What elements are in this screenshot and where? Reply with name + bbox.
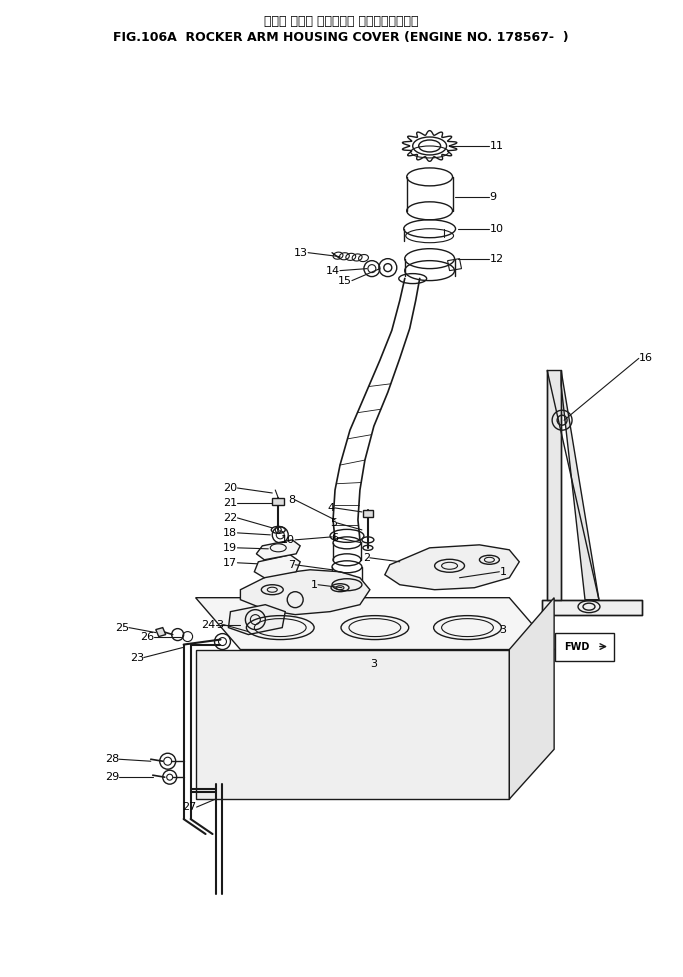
Text: 26: 26	[139, 631, 154, 642]
Text: FIG.106A  ROCKER ARM HOUSING COVER (ENGINE NO. 178567-  ): FIG.106A ROCKER ARM HOUSING COVER (ENGIN…	[113, 31, 569, 44]
Text: 23: 23	[130, 653, 144, 662]
Text: 29: 29	[104, 772, 119, 783]
Polygon shape	[195, 650, 510, 799]
Text: 19: 19	[223, 543, 238, 553]
Text: 3: 3	[370, 659, 377, 669]
Text: 17: 17	[223, 558, 238, 568]
Text: 1: 1	[311, 579, 318, 590]
Polygon shape	[363, 510, 373, 517]
Polygon shape	[156, 627, 166, 637]
Text: 12: 12	[490, 254, 503, 264]
Text: 18: 18	[223, 528, 238, 538]
Text: 25: 25	[115, 622, 129, 632]
Polygon shape	[510, 598, 554, 799]
Polygon shape	[561, 370, 599, 600]
Polygon shape	[254, 555, 300, 577]
Polygon shape	[195, 598, 554, 650]
Text: 21: 21	[223, 498, 238, 508]
Text: 5: 5	[330, 518, 337, 528]
Polygon shape	[228, 605, 285, 635]
Text: 1: 1	[499, 567, 506, 576]
Polygon shape	[240, 570, 370, 615]
Text: 10: 10	[490, 224, 503, 234]
Text: 3: 3	[217, 619, 223, 629]
Text: 8: 8	[288, 495, 295, 505]
Text: 28: 28	[104, 754, 119, 764]
Text: 14: 14	[326, 266, 340, 276]
Polygon shape	[273, 498, 284, 505]
Text: 27: 27	[182, 802, 197, 812]
Text: 4: 4	[328, 503, 335, 513]
Text: 13: 13	[294, 248, 308, 258]
Text: ロッカ アーム ハウジング カバー　適用号機: ロッカ アーム ハウジング カバー 適用号機	[264, 16, 418, 28]
Text: 20: 20	[223, 483, 238, 493]
Polygon shape	[547, 370, 561, 600]
Text: 10: 10	[281, 534, 295, 545]
Polygon shape	[256, 540, 300, 560]
Text: 3: 3	[499, 624, 506, 635]
Polygon shape	[385, 545, 519, 590]
Polygon shape	[542, 600, 642, 615]
Text: FWD: FWD	[564, 642, 589, 652]
Text: 9: 9	[490, 191, 497, 202]
Text: 22: 22	[223, 513, 238, 523]
Text: 2: 2	[363, 553, 370, 563]
Text: 11: 11	[490, 141, 503, 151]
Text: 24: 24	[201, 619, 216, 629]
Text: 7: 7	[288, 560, 295, 570]
Text: 6: 6	[331, 532, 338, 543]
Text: 16: 16	[639, 354, 653, 363]
Text: 15: 15	[338, 276, 352, 285]
